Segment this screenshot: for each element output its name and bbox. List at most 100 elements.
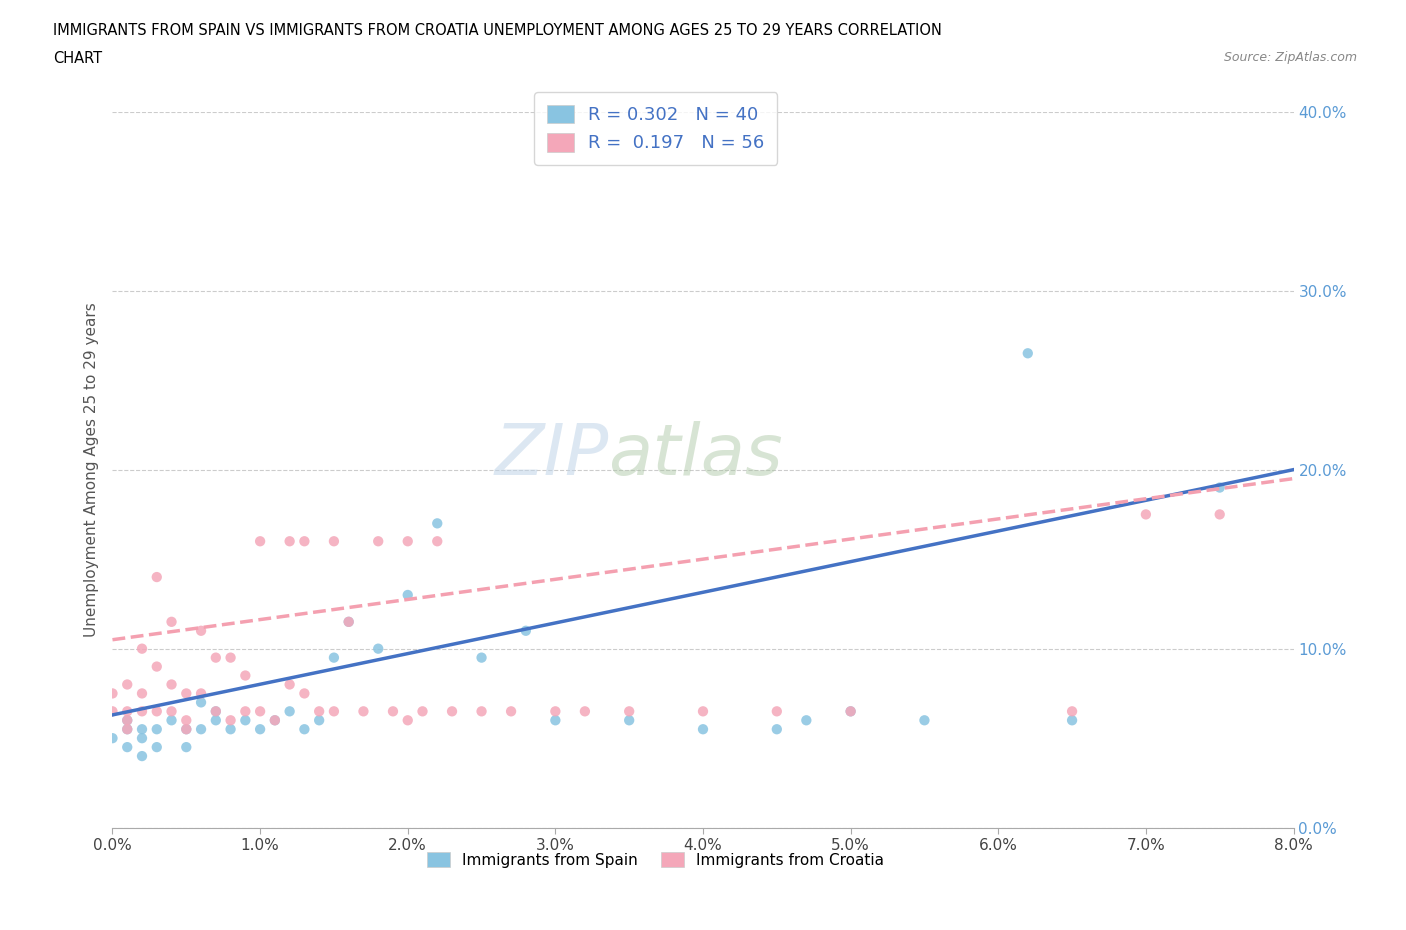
Point <box>146 704 169 719</box>
Point <box>396 712 419 727</box>
Point <box>574 704 596 719</box>
Point <box>233 668 256 683</box>
Point <box>471 650 494 665</box>
Point <box>1017 346 1039 361</box>
Point <box>382 704 405 719</box>
Text: atlas: atlas <box>609 421 783 490</box>
Point <box>205 704 228 719</box>
Point <box>117 704 138 719</box>
Point <box>337 615 360 630</box>
Point <box>117 739 138 754</box>
Point <box>131 686 153 701</box>
Text: IMMIGRANTS FROM SPAIN VS IMMIGRANTS FROM CROATIA UNEMPLOYMENT AMONG AGES 25 TO 2: IMMIGRANTS FROM SPAIN VS IMMIGRANTS FROM… <box>53 23 942 38</box>
Point <box>233 712 256 727</box>
Point <box>765 704 787 719</box>
Point <box>292 686 315 701</box>
Point <box>544 712 567 727</box>
Point <box>1135 507 1157 522</box>
Point <box>323 650 346 665</box>
Point <box>278 677 301 692</box>
Point <box>190 686 212 701</box>
Point <box>308 704 330 719</box>
Point <box>278 534 301 549</box>
Point <box>146 569 169 585</box>
Point <box>131 722 153 737</box>
Point <box>914 712 936 727</box>
Point <box>396 588 419 603</box>
Point <box>190 623 212 638</box>
Point <box>264 712 287 727</box>
Point <box>426 516 449 531</box>
Point <box>839 704 862 719</box>
Point <box>219 650 242 665</box>
Point <box>1062 712 1084 727</box>
Point <box>131 642 153 657</box>
Point <box>441 704 464 719</box>
Point <box>174 739 197 754</box>
Point <box>1062 704 1084 719</box>
Point <box>190 695 212 710</box>
Y-axis label: Unemployment Among Ages 25 to 29 years: Unemployment Among Ages 25 to 29 years <box>83 302 98 637</box>
Point <box>117 722 138 737</box>
Point <box>412 704 434 719</box>
Point <box>117 722 138 737</box>
Point <box>205 650 228 665</box>
Point <box>352 704 374 719</box>
Point <box>367 642 389 657</box>
Point <box>219 722 242 737</box>
Point <box>323 704 346 719</box>
Point <box>367 534 389 549</box>
Point <box>692 722 714 737</box>
Point <box>278 704 301 719</box>
Point <box>337 615 360 630</box>
Point <box>205 712 228 727</box>
Point <box>619 704 641 719</box>
Point <box>692 704 714 719</box>
Point <box>174 722 197 737</box>
Point <box>396 534 419 549</box>
Point <box>146 722 169 737</box>
Point <box>190 722 212 737</box>
Point <box>1208 480 1232 495</box>
Point <box>131 704 153 719</box>
Point <box>515 623 537 638</box>
Point <box>174 712 197 727</box>
Point <box>117 712 138 727</box>
Point <box>174 686 197 701</box>
Point <box>249 534 271 549</box>
Point <box>544 704 567 719</box>
Point <box>117 677 138 692</box>
Point <box>1208 507 1232 522</box>
Point <box>101 731 124 746</box>
Point <box>219 712 242 727</box>
Point <box>264 712 287 727</box>
Point <box>146 739 169 754</box>
Point <box>796 712 818 727</box>
Point <box>308 712 330 727</box>
Point <box>160 677 183 692</box>
Point <box>249 722 271 737</box>
Text: Source: ZipAtlas.com: Source: ZipAtlas.com <box>1223 51 1357 64</box>
Point <box>205 704 228 719</box>
Point <box>292 722 315 737</box>
Point <box>619 712 641 727</box>
Point <box>426 534 449 549</box>
Point <box>174 722 197 737</box>
Point <box>101 686 124 701</box>
Point <box>131 731 153 746</box>
Point <box>146 659 169 674</box>
Point <box>117 712 138 727</box>
Point <box>292 534 315 549</box>
Point <box>471 704 494 719</box>
Point <box>101 704 124 719</box>
Point <box>249 704 271 719</box>
Legend: Immigrants from Spain, Immigrants from Croatia: Immigrants from Spain, Immigrants from C… <box>422 845 890 874</box>
Point <box>765 722 787 737</box>
Point <box>501 704 523 719</box>
Point <box>131 749 153 764</box>
Point <box>160 712 183 727</box>
Point <box>233 704 256 719</box>
Point <box>323 534 346 549</box>
Point <box>160 615 183 630</box>
Point <box>160 704 183 719</box>
